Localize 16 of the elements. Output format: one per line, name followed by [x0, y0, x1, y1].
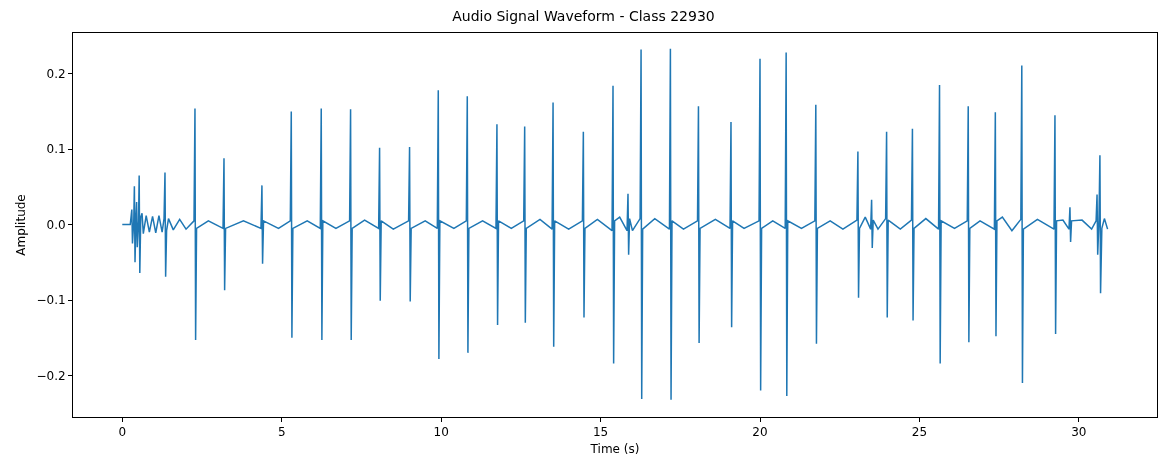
y-tick-label: 0.1 [46, 142, 66, 157]
x-tick-label: 15 [592, 425, 609, 440]
x-tick-label: 0 [118, 425, 127, 440]
y-tick-label: 0.2 [46, 66, 66, 81]
x-tick-label: 25 [911, 425, 928, 440]
y-tick-label: −0.1 [36, 293, 66, 308]
x-tick-label: 20 [752, 425, 768, 440]
x-axis-title: Time (s) [589, 442, 640, 457]
chart-title: Audio Signal Waveform - Class 22930 [452, 7, 715, 24]
x-tick-label: 5 [277, 425, 286, 440]
y-axis-title: Amplitude [13, 194, 28, 256]
x-tick-label: 10 [433, 425, 449, 440]
x-tick-label: 30 [1071, 425, 1087, 440]
y-tick-label: −0.2 [36, 368, 66, 383]
y-tick-label: 0.0 [46, 217, 66, 232]
line-series [121, 48, 1109, 401]
